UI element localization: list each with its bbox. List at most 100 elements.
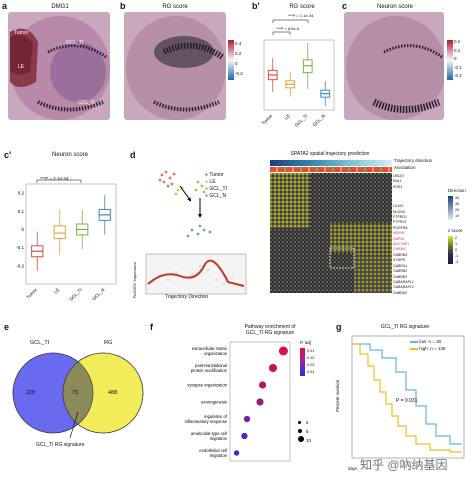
direction-ticks: 40 30 20 10 <box>455 196 460 218</box>
x-tick-label: GCL_TI <box>294 113 309 128</box>
direction-legend-title: Direction <box>448 188 466 193</box>
pathway-term-label: regulation of <box>204 414 228 419</box>
pathway-term-label: extracellular matrix <box>192 346 228 351</box>
pathway-term-label: post-translational <box>195 363 227 368</box>
pathway-dot <box>241 432 248 440</box>
pathway-dot <box>268 363 278 373</box>
x-tick-label: GCL_TI <box>68 287 83 302</box>
significance-1: ***P = 1.1e-34 <box>288 13 314 18</box>
sig-bracket <box>36 179 82 183</box>
x-tick-label: Tumor <box>261 113 274 126</box>
panel-label: g <box>336 322 342 332</box>
survival-plot <box>351 335 465 459</box>
venn-count-overlap: 73 <box>72 390 79 396</box>
watermark: 知乎 @吶纳基因 <box>360 458 448 472</box>
annotation-bar <box>270 167 392 172</box>
padj-legend-title: P. adj <box>300 340 311 345</box>
venn-caption-arrow <box>69 411 79 439</box>
panel-label: a <box>2 1 8 11</box>
zscore-colorbar <box>448 236 453 264</box>
pathway-dot <box>259 381 267 389</box>
pathway-term-label: ameboidal-type cell <box>191 431 227 436</box>
panel-label: d <box>130 150 136 160</box>
survival-pvalue: P = 0.031 <box>396 398 418 404</box>
pathway-dot <box>233 450 240 456</box>
annot-label-annotation: Annotation <box>394 165 416 170</box>
pathway-term-label: synapse organization <box>187 383 227 388</box>
tissue-image-rg-score <box>124 12 226 120</box>
pathway-term-label: inflammatory response <box>185 419 228 424</box>
trajectory-direction-bar <box>270 160 392 166</box>
panel-title: RG score <box>162 4 188 10</box>
panel-label: c <box>342 1 348 11</box>
venn-diagram <box>12 352 144 434</box>
pathway-term-label: migration <box>210 436 228 441</box>
size-legend: 6 8 10 <box>298 418 311 445</box>
tissue-image-dmg1 <box>8 12 110 120</box>
boxplot-rg-score: Tumor LE GCL_TI GCL_N <box>261 19 335 128</box>
gene-labels: UBC67 RAL1 EGR1 OLIG2 NLGN3 PTPRD1 PTPRZ… <box>393 174 414 295</box>
region-label-tumor: Tumor <box>14 30 29 36</box>
panel-label: b <box>120 1 126 11</box>
survival-ylabel: Percent survival <box>335 380 340 413</box>
box-le <box>53 225 66 240</box>
trajectory-expression-plot <box>145 253 247 295</box>
pathway-term-label: protein modification <box>191 368 228 373</box>
venn-label-right: RG <box>104 340 113 346</box>
region-label-gcl-ti: GCL_TI <box>66 40 84 46</box>
colorbar-ticks: 0.4 0.2 0 -0.2 <box>235 41 243 76</box>
colorbar-rg-score <box>228 40 234 80</box>
x-tick-label: LE <box>53 287 60 294</box>
pathway-term-label: endothelial cell <box>199 448 227 453</box>
venn-label-left: GCL_TI <box>30 340 50 346</box>
venn-caption: GCL_TI RG signature <box>36 442 85 448</box>
venn-count-right: 488 <box>108 390 118 396</box>
pathway-dot <box>243 415 251 423</box>
boxplot-neuron-score: 0.2 0.1 0 -0.1 -0.2 Tumor LE GCL_TI GCL_N <box>16 179 117 302</box>
pathway-term-label: axonogenesis <box>201 400 227 405</box>
padj-colorbar <box>300 348 305 376</box>
survival-legend: low: n = 30 high: n = 136 <box>410 338 445 352</box>
survival-curve-high <box>352 343 462 453</box>
colorbar-ticks: 0.2 0.1 0 -0.1 -0.2 <box>454 39 462 78</box>
colorbar-neuron-score <box>447 40 453 80</box>
trajectory-ylabel: PAX6OC expression <box>132 262 137 299</box>
panel-label: b' <box>252 1 260 11</box>
pathway-dot <box>256 398 264 406</box>
panel-title: GCL_TI RG signature <box>380 324 430 330</box>
panel-title: Neuron score <box>376 4 414 10</box>
x-tick-label: LE <box>284 113 291 120</box>
sig-bracket <box>272 19 309 23</box>
zscore-legend-title: z score <box>448 228 463 233</box>
umap-legend: ● Tumor ● LE ● GCL_TI ● GCL_N <box>205 172 227 199</box>
pathway-term-label: organization <box>204 351 227 356</box>
panel-label: c' <box>4 150 12 160</box>
x-tick-label: GCL_N <box>312 113 326 127</box>
significance: ***P = 2.1e-24 <box>40 176 69 181</box>
panel-title: SPATA2 spatial trajectory prediction <box>290 151 370 157</box>
y-tick-label: 0.2 <box>18 191 25 196</box>
padj-ticks: 0.01 0.02 0.03 0.04 <box>307 349 315 374</box>
venn-count-left: 228 <box>26 390 36 396</box>
annot-label-direction: Trajectory direction <box>394 158 433 163</box>
pathway-dot <box>278 346 288 356</box>
x-tick-label: GCL_N <box>91 287 105 301</box>
heatmap <box>270 173 392 293</box>
panel-title: RG score <box>289 4 315 10</box>
region-label-gcl-n: GCL_N <box>78 100 95 106</box>
sig-bracket <box>272 31 291 35</box>
umap-scatter <box>158 170 212 238</box>
panel-title: DMG1 <box>51 4 69 10</box>
trajectory-xlabel: Trajectory Direction <box>165 294 209 300</box>
region-label-le: LE <box>18 64 25 70</box>
panel-title: Neuron score <box>51 152 89 158</box>
panel-title: Pathway enrichment of GCL_TI RG signature <box>244 324 296 336</box>
panel-label: f <box>150 322 153 332</box>
y-tick-label: 0 <box>21 227 24 232</box>
y-tick-label: -0.1 <box>16 245 24 250</box>
direction-colorbar <box>448 196 453 220</box>
survival-xlabel: days <box>348 466 358 471</box>
x-tick-label: Tumor <box>25 287 38 300</box>
